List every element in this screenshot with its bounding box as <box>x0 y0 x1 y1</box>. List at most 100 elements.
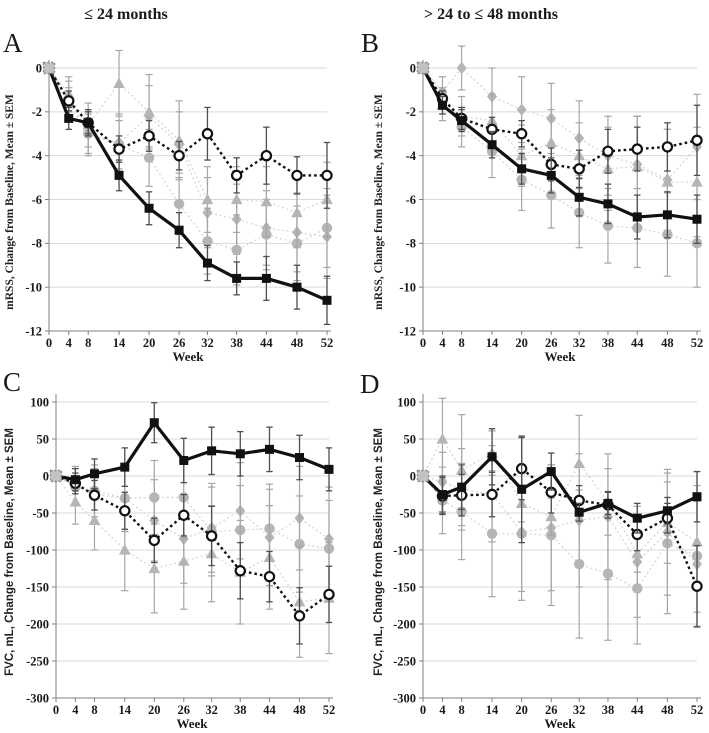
y-tick-label: -12 <box>25 324 42 338</box>
series-gray-diamonds <box>422 45 702 231</box>
open-circle-marker <box>234 565 246 577</box>
square-marker <box>292 282 302 292</box>
series-gray-triangles <box>422 67 703 238</box>
square-marker <box>603 199 613 209</box>
x-tick-label: 52 <box>321 336 334 350</box>
x-tick-label: 26 <box>173 336 186 350</box>
open-circle-marker <box>173 149 185 162</box>
y-tick-label: -12 <box>399 324 416 338</box>
panel-letter-c: C <box>3 367 22 397</box>
gray-triangle-marker <box>436 433 449 444</box>
series-gray-diamonds <box>55 462 334 592</box>
square-marker <box>603 498 613 508</box>
baseline-marker <box>42 61 56 75</box>
square-marker <box>517 164 527 174</box>
gray-circle-marker <box>602 568 614 579</box>
square-marker <box>692 492 702 502</box>
gray-diamond-marker <box>456 61 467 75</box>
gray-triangle-marker <box>230 193 243 205</box>
y-tick-label: -250 <box>393 654 416 668</box>
y-tick-label: 100 <box>397 395 416 409</box>
y-tick-label: -250 <box>26 654 49 668</box>
baseline-marker <box>416 61 430 75</box>
series-line <box>422 467 699 587</box>
gray-triangle-marker <box>545 510 558 522</box>
gridlines <box>423 401 697 699</box>
axes <box>45 60 331 335</box>
gridlines <box>49 67 327 332</box>
square-marker <box>120 462 130 472</box>
gray-circle-marker <box>632 583 643 594</box>
x-tick-label: 4 <box>66 336 73 350</box>
axes <box>52 394 333 702</box>
x-tick-label: 52 <box>691 703 704 717</box>
x-tick-label: 44 <box>263 703 276 717</box>
y-tick-label: 50 <box>404 432 417 446</box>
square-marker <box>235 449 245 459</box>
open-circle-marker <box>143 130 155 142</box>
open-circle-marker <box>113 143 125 155</box>
x-tick-label: 0 <box>53 703 59 717</box>
x-tick-label: 32 <box>201 336 214 350</box>
y-tick-label: -4 <box>32 149 43 163</box>
gray-triangle-marker <box>201 193 214 205</box>
column-title-right: > 24 to ≤ 48 months <box>424 6 558 23</box>
y-tick-label: -200 <box>26 617 49 631</box>
series-gray-triangles <box>422 397 703 613</box>
open-circle-marker <box>291 169 303 182</box>
square-marker <box>264 444 274 454</box>
square-marker <box>662 506 672 516</box>
x-tick-label: 48 <box>293 703 306 717</box>
square-marker <box>232 273 242 283</box>
x-tick-label: 20 <box>148 703 161 717</box>
gray-triangle-marker <box>631 547 644 559</box>
x-tick-label: 0 <box>420 336 426 350</box>
square-marker <box>662 210 672 220</box>
series-line <box>422 67 698 244</box>
gray-diamond-marker <box>516 103 527 116</box>
x-axis-label-b: Week <box>544 349 576 364</box>
gray-circle-marker <box>202 235 213 247</box>
x-tick-label: 52 <box>691 336 704 350</box>
x-tick-label: 14 <box>486 336 499 350</box>
square-marker <box>261 273 271 283</box>
square-marker <box>295 453 305 462</box>
open-circle-marker <box>323 588 335 601</box>
y-tick-label: 50 <box>37 432 50 446</box>
open-circle-marker <box>263 570 276 583</box>
square-marker <box>632 212 642 222</box>
series-black-squares-solid <box>421 427 702 544</box>
panel-letter-b: B <box>361 28 380 58</box>
gray-circle-marker <box>149 492 160 503</box>
x-tick-label: 32 <box>205 703 218 717</box>
square-marker <box>70 475 80 485</box>
series-line <box>422 475 698 590</box>
square-marker <box>546 467 556 477</box>
gray-triangle-marker <box>113 77 125 88</box>
y-tick-label: 100 <box>30 395 49 409</box>
gray-circle-marker <box>143 152 155 164</box>
square-marker <box>457 482 467 492</box>
square-marker <box>574 507 584 517</box>
series-line <box>421 67 698 221</box>
x-tick-label: 48 <box>661 703 674 717</box>
y-tick-label: 0 <box>36 61 42 75</box>
gridlines <box>56 401 329 699</box>
open-circle-marker <box>88 489 101 501</box>
square-marker <box>144 203 154 213</box>
series-gray-triangles <box>55 475 335 658</box>
x-tick-label: 38 <box>602 703 615 717</box>
series-line <box>47 67 327 178</box>
y-tick-label: -100 <box>393 543 416 557</box>
square-marker <box>487 452 497 462</box>
square-marker <box>174 225 184 235</box>
gray-triangle-marker <box>177 555 190 566</box>
x-tick-label: 8 <box>459 336 465 350</box>
series-open-circles-dotted <box>422 436 703 628</box>
square-marker <box>322 295 332 305</box>
open-circle-marker <box>230 169 243 182</box>
square-marker <box>324 464 334 474</box>
